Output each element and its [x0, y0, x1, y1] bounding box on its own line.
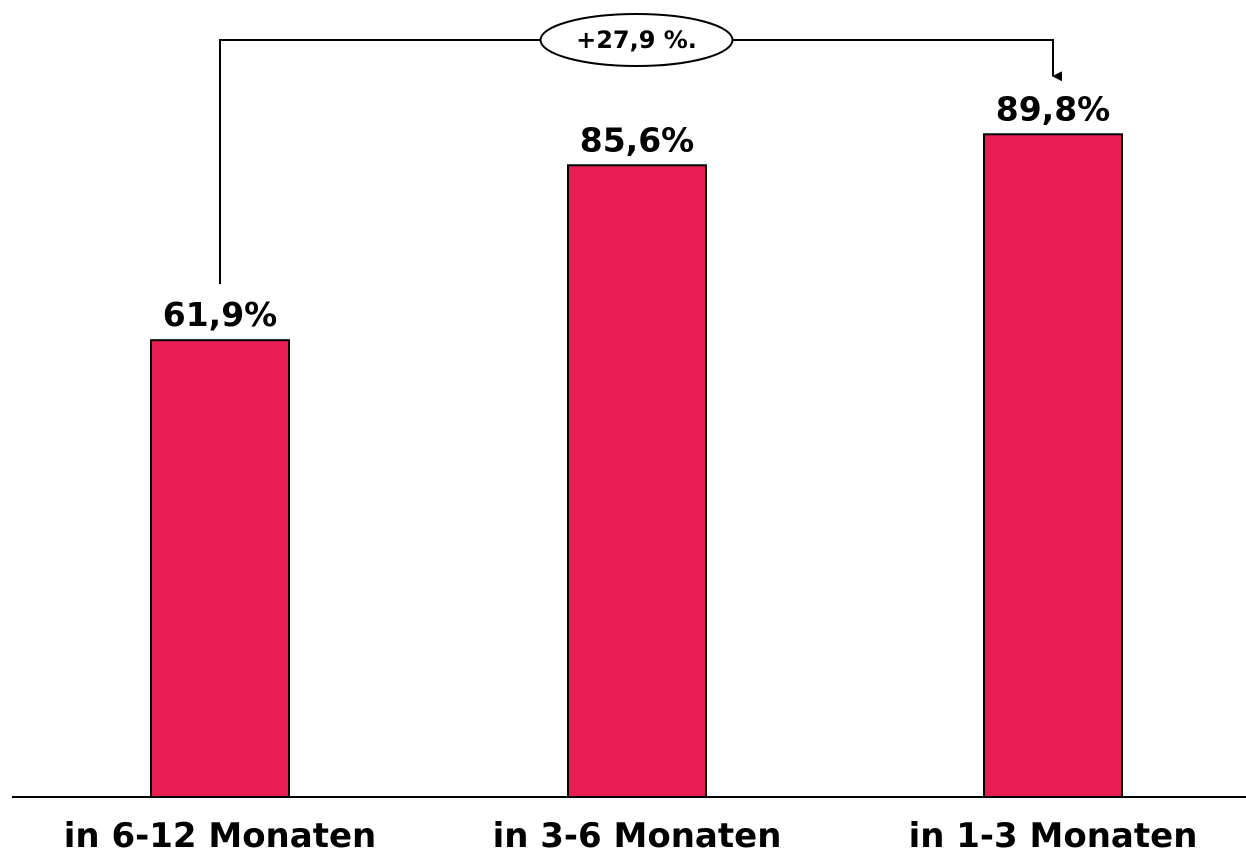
bar-1	[150, 339, 290, 798]
difference-callout: +27,9 %.	[219, 13, 1062, 285]
value-label-1: 61,9%	[163, 295, 278, 334]
category-label-2: in 3-6 Monaten	[493, 816, 782, 856]
bars-group	[150, 133, 1123, 799]
bar-3	[983, 133, 1123, 798]
value-label-2: 85,6%	[580, 120, 695, 159]
bar-2	[567, 164, 707, 799]
category-labels-group: in 6-12 Monaten in 3-6 Monaten in 1-3 Mona…	[64, 816, 1198, 856]
category-label-3: in 1-3 Monaten	[909, 816, 1198, 856]
callout-label: +27,9 %.	[576, 26, 697, 54]
callout-bubble	[539, 13, 734, 67]
value-labels-group: 61,9% 85,6% 89,8%	[163, 89, 1111, 334]
category-label-1: in 6-12 Monaten	[64, 816, 376, 856]
value-label-3: 89,8%	[996, 89, 1111, 128]
